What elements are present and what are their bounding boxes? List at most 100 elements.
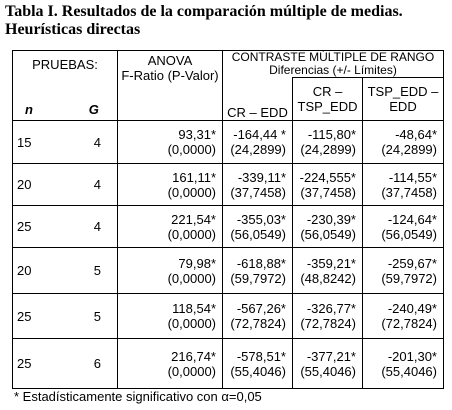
cell-value: -164,44 * [233, 127, 286, 142]
cell-value: 118,54* [172, 301, 216, 316]
cell: -240,49* (72,7824) [362, 293, 444, 339]
header-row: PRUEBAS: ANOVA F-Ratio (P-Valor) CONTRAS… [12, 50, 444, 121]
cell-limit: (24,2899) [230, 142, 286, 157]
cell: 4 [70, 205, 118, 248]
cell-limit: (24,2899) [381, 142, 437, 157]
cell-value: 93,31* [178, 127, 216, 142]
cell-limit: (59,7972) [381, 270, 437, 286]
header-text: F-Ratio (P-Valor) [121, 68, 219, 83]
data-row: 25 6 216,74* (0,0000) -578,51* (55,4046) -377,… [12, 338, 444, 389]
cell: 20 [12, 247, 71, 294]
cell: 6 [70, 338, 118, 389]
cell: -115,80* (24,2899) [292, 120, 363, 164]
cell-value: -578,51* [236, 348, 286, 364]
cell: 4 [70, 120, 118, 164]
cell: -618,88* (59,7972) [222, 247, 293, 294]
cell-limit: (55,4046) [381, 363, 437, 379]
cell-limit: (72,7824) [381, 316, 437, 331]
cell: -359,21* (48,8242) [292, 247, 363, 294]
data-row: 20 5 79,98* (0,0000) -618,88* (59,7972) -359,2… [12, 247, 444, 294]
cell-value: -114,55* [388, 169, 437, 185]
cell-limit: (55,4046) [230, 363, 286, 379]
cell-limit: (0,0000) [167, 316, 216, 331]
cell: -355,03* (56,0549) [222, 205, 293, 248]
cell-value: -377,21* [306, 348, 356, 364]
header-text: ANOVA [147, 53, 193, 68]
cell: 20 [12, 163, 71, 206]
cell-limit: (37,7458) [381, 184, 437, 200]
cell: 5 [70, 247, 118, 294]
cell: -377,21* (55,4046) [292, 338, 363, 389]
cell-limit: (72,7824) [230, 316, 286, 331]
cell: 93,31* (0,0000) [117, 120, 223, 164]
cell-value: -48,64* [395, 127, 437, 142]
cell: 25 [12, 338, 71, 389]
cell-value: -124,64* [387, 211, 437, 227]
cell-value: 161,11* [172, 169, 216, 185]
cell: -114,55* (37,7458) [362, 163, 444, 206]
cell: -339,11* (37,7458) [222, 163, 293, 206]
header-cell: G [70, 98, 118, 121]
cell-value: -355,03* [236, 211, 286, 227]
header-cell: CR – EDD [222, 77, 293, 121]
cell-value: -326,77* [306, 301, 356, 316]
cell: 4 [70, 163, 118, 206]
cell: -326,77* (72,7824) [292, 293, 363, 339]
cell-limit: (72,7824) [300, 316, 356, 331]
cell-value: -567,26* [236, 301, 286, 316]
title-line: Heurísticas directas [5, 21, 141, 38]
cell-limit: (37,7458) [230, 184, 286, 200]
table-body: PRUEBAS: ANOVA F-Ratio (P-Valor) CONTRAS… [12, 50, 444, 389]
cell-value: 221,54* [171, 211, 216, 227]
cell-limit: (24,2899) [300, 142, 356, 157]
cell-limit: (56,0549) [381, 226, 437, 242]
cell-limit: (56,0549) [300, 226, 356, 242]
cell-value: -224,555* [299, 169, 356, 185]
cell-value: -201,30* [387, 348, 437, 364]
header-cell [12, 77, 71, 99]
cell-value: -259,67* [387, 255, 437, 271]
cell: 25 [12, 293, 71, 339]
cell-value: -618,88* [236, 255, 286, 271]
data-row: 25 5 118,54* (0,0000) -567,26* (72,7824) -326,… [12, 293, 444, 339]
cell: 79,98* (0,0000) [117, 247, 223, 294]
results-table: PRUEBAS: ANOVA F-Ratio (P-Valor) CONTRAS… [12, 50, 444, 389]
cell: -201,30* (55,4046) [362, 338, 444, 389]
cell: -224,555* (37,7458) [292, 163, 363, 206]
cell: -124,64* (56,0549) [362, 205, 444, 248]
header-text: Diferencias (+/- Límites) [269, 63, 397, 77]
cell-limit: (56,0549) [230, 226, 286, 242]
cell-limit: (0,0000) [167, 184, 216, 200]
cell: -259,67* (59,7972) [362, 247, 444, 294]
cell: -164,44 * (24,2899) [222, 120, 293, 164]
cell-value: -230,39* [306, 211, 356, 227]
cell-limit: (0,0000) [167, 226, 216, 242]
cell-value: 216,74* [171, 348, 216, 364]
cell-limit: (48,8242) [300, 270, 356, 286]
cell: -578,51* (55,4046) [222, 338, 293, 389]
data-row: 25 4 221,54* (0,0000) -355,03* (56,0549) -230,… [12, 205, 444, 248]
cell-value: -339,11* [237, 169, 286, 185]
header-cell: CONTRASTE MÚLTIPLE DE RANGO Diferencias … [222, 50, 444, 78]
header-row: CR – EDD CR – TSP_EDD TSP_EDD – EDD [12, 77, 444, 121]
header-text: CONTRASTE MÚLTIPLE DE RANGO [231, 50, 435, 64]
header-cell [70, 77, 118, 99]
cell: 118,54* (0,0000) [117, 293, 223, 339]
cell: 5 [70, 293, 118, 339]
header-cell: CR – TSP_EDD [292, 77, 363, 121]
header-cell: ANOVA F-Ratio (P-Valor) [117, 50, 223, 121]
cell: 221,54* (0,0000) [117, 205, 223, 248]
cell-limit: (59,7972) [230, 270, 286, 286]
cell-value: 79,98* [178, 255, 216, 271]
header-cell: PRUEBAS: [12, 50, 118, 78]
header-row: n G [12, 98, 444, 121]
cell: 15 [12, 120, 71, 164]
cell: 216,74* (0,0000) [117, 338, 223, 389]
cell: 25 [12, 205, 71, 248]
header-cell: TSP_EDD – EDD [362, 77, 444, 121]
cell-limit: (0,0000) [167, 270, 216, 286]
title-line: Tabla I. Resultados de la comparación mú… [5, 3, 403, 20]
cell-value: -359,21* [306, 255, 356, 271]
cell-limit: (37,7458) [300, 184, 356, 200]
